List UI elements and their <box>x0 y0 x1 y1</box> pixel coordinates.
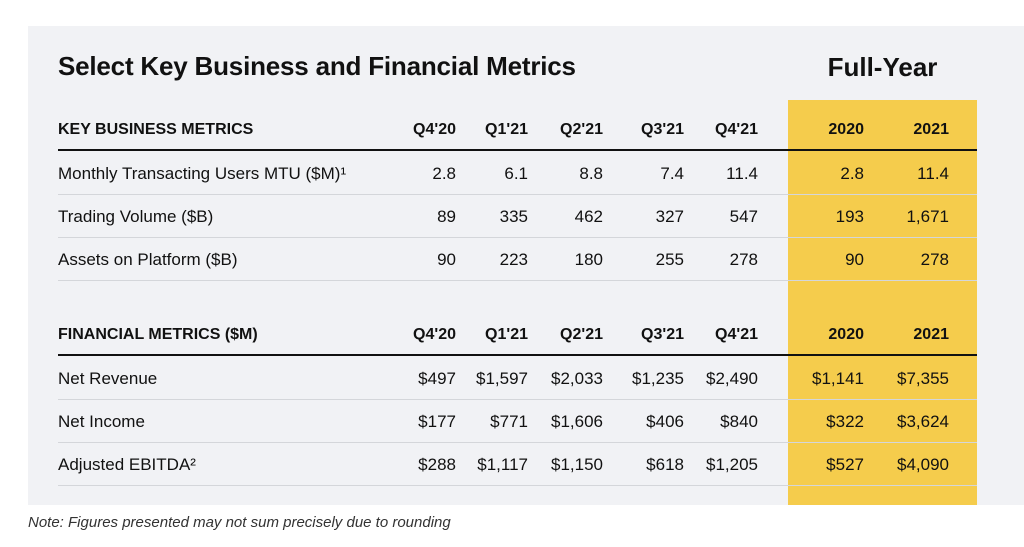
full-year-heading: Full-Year <box>827 52 938 82</box>
column-header: 2021 <box>913 326 949 343</box>
column-header: Q4'21 <box>715 121 758 138</box>
table-cell: 6.1 <box>504 164 528 183</box>
table-cell: $406 <box>646 412 684 431</box>
table-cell: $1,205 <box>706 455 758 474</box>
table-cell: 223 <box>499 250 528 269</box>
row-label: Net Income <box>58 412 145 431</box>
table-cell: $497 <box>418 369 456 388</box>
table-cell: 89 <box>437 207 456 226</box>
column-header: Q4'20 <box>413 326 456 343</box>
table-cell: 1,671 <box>906 207 949 226</box>
business-header-row: KEY BUSINESS METRICS Q4'20 Q1'21 Q2'21 Q… <box>58 108 977 151</box>
table-cell: $322 <box>826 412 864 431</box>
table-cell: 255 <box>655 250 684 269</box>
page-title: Select Key Business and Financial Metric… <box>58 51 576 81</box>
financial-section-label: FINANCIAL METRICS ($M) <box>58 326 258 343</box>
table-cell: 90 <box>845 250 864 269</box>
table-cell: 7.4 <box>660 164 684 183</box>
table-cell: 180 <box>574 250 603 269</box>
table-cell: 11.4 <box>917 164 949 183</box>
table-cell: $1,117 <box>477 455 528 474</box>
row-label: Assets on Platform ($B) <box>58 250 238 269</box>
column-header: Q2'21 <box>560 326 603 343</box>
table-cell: 278 <box>920 250 949 269</box>
table-cell: $1,150 <box>551 455 603 474</box>
table-cell: 547 <box>729 207 758 226</box>
column-header: 2020 <box>828 326 864 343</box>
table-cell: 2.8 <box>432 164 456 183</box>
column-header: Q4'20 <box>413 121 456 138</box>
column-header: Q4'21 <box>715 326 758 343</box>
row-label: Monthly Transacting Users MTU ($M)¹ <box>58 164 347 183</box>
column-header: Q2'21 <box>560 121 603 138</box>
table-row: Trading Volume ($B) 89 335 462 327 547 1… <box>58 195 977 238</box>
table-cell: 2.8 <box>840 164 864 183</box>
table-row: Adjusted EBITDA² $288 $1,117 $1,150 $618… <box>58 443 977 486</box>
table-cell: 193 <box>835 207 864 226</box>
row-label: Trading Volume ($B) <box>58 207 214 226</box>
table-row: Assets on Platform ($B) 90 223 180 255 2… <box>58 238 977 281</box>
column-header: 2020 <box>828 121 864 138</box>
table-cell: $1,235 <box>632 369 684 388</box>
table-cell: $527 <box>826 455 864 474</box>
column-header: Q1'21 <box>485 326 528 343</box>
table-cell: 462 <box>574 207 603 226</box>
full-year-highlight <box>788 100 977 505</box>
column-header: Q3'21 <box>641 326 684 343</box>
table-cell: $1,606 <box>551 412 603 431</box>
table-row: Monthly Transacting Users MTU ($M)¹ 2.8 … <box>58 152 977 195</box>
table-cell: $7,355 <box>897 369 949 388</box>
table-cell: 90 <box>437 250 456 269</box>
table-cell: $618 <box>646 455 684 474</box>
table-cell: $288 <box>418 455 456 474</box>
table-cell: $1,597 <box>476 369 528 388</box>
table-cell: 278 <box>729 250 758 269</box>
row-label: Net Revenue <box>58 369 158 388</box>
table-cell: $2,490 <box>706 369 758 388</box>
footnote: Note: Figures presented may not sum prec… <box>28 514 451 531</box>
table-cell: $840 <box>720 412 758 431</box>
column-header: 2021 <box>913 121 949 138</box>
row-label: Adjusted EBITDA² <box>58 455 196 474</box>
table-cell: 11.4 <box>726 164 758 183</box>
table-cell: $2,033 <box>551 369 603 388</box>
business-section-label: KEY BUSINESS METRICS <box>58 121 254 138</box>
financial-header-row: FINANCIAL METRICS ($M) Q4'20 Q1'21 Q2'21… <box>58 313 977 356</box>
column-header: Q3'21 <box>641 121 684 138</box>
table-cell: 8.8 <box>579 164 603 183</box>
table-cell: $4,090 <box>897 455 949 474</box>
table-cell: 327 <box>655 207 684 226</box>
table-cell: 335 <box>499 207 528 226</box>
table-row: Net Revenue $497 $1,597 $2,033 $1,235 $2… <box>58 357 977 400</box>
table-row: Net Income $177 $771 $1,606 $406 $840 $3… <box>58 400 977 443</box>
table-cell: $3,624 <box>897 412 949 431</box>
table-cell: $1,141 <box>812 369 864 388</box>
column-header: Q1'21 <box>485 121 528 138</box>
table-cell: $177 <box>418 412 456 431</box>
table-cell: $771 <box>490 412 528 431</box>
